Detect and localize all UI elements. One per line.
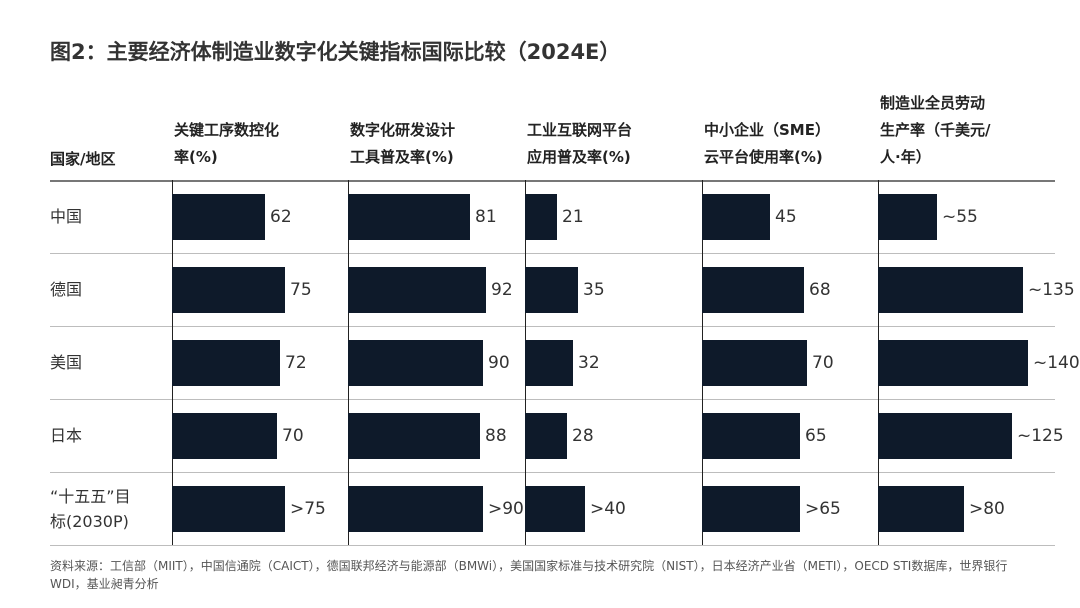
column-header-line: 中小企业（SME） — [704, 121, 830, 139]
value-label-s2-r2: 92 — [491, 279, 513, 300]
value-label-s3-r2: 35 — [583, 279, 605, 300]
value-label-s4-r4: 65 — [805, 425, 827, 446]
value-label-s3-r3: 32 — [578, 352, 600, 373]
row-label-line: 标(2030P) — [50, 511, 129, 531]
bar-s2-r5 — [348, 485, 483, 532]
bar-s5-r3 — [878, 339, 1028, 386]
column-header-line: 云平台使用率(%) — [704, 148, 823, 166]
value-label-s5-r4: ~125 — [1017, 425, 1064, 446]
value-label-s2-r4: 88 — [485, 425, 507, 446]
column-header-line: 人·年） — [880, 148, 931, 166]
column-header-3: 工业互联网平台 应用普及率(%) — [527, 117, 632, 171]
bar-s1-r1 — [172, 193, 265, 240]
bar-s3-r1 — [525, 193, 557, 240]
row-divider — [50, 253, 1055, 254]
bar-s3-r3 — [525, 339, 573, 386]
value-label-s1-r2: 75 — [290, 279, 312, 300]
bar-s4-r5 — [702, 485, 800, 532]
column-header-line: 应用普及率(%) — [527, 148, 631, 166]
header-rule — [50, 180, 1055, 182]
bar-s1-r2 — [172, 266, 285, 313]
bar-s4-r1 — [702, 193, 770, 240]
column-header-line: 生产率（千美元/ — [880, 121, 991, 139]
value-label-s1-r5: >75 — [290, 498, 326, 519]
bar-s3-r4 — [525, 412, 567, 459]
column-header-4: 中小企业（SME） 云平台使用率(%) — [704, 117, 830, 171]
row-label-line: 中国 — [50, 207, 83, 226]
bar-s2-r4 — [348, 412, 480, 459]
value-label-s4-r1: 45 — [775, 206, 797, 227]
column-header-line: 工具普及率(%) — [350, 148, 454, 166]
row-label-line: 美国 — [50, 353, 83, 372]
value-label-s3-r1: 21 — [562, 206, 584, 227]
bar-s1-r3 — [172, 339, 280, 386]
value-label-s1-r3: 72 — [285, 352, 307, 373]
value-label-s4-r5: >65 — [805, 498, 841, 519]
value-label-s2-r3: 90 — [488, 352, 510, 373]
row-divider — [50, 326, 1055, 327]
value-label-s3-r5: >40 — [590, 498, 626, 519]
bar-s2-r2 — [348, 266, 486, 313]
bar-s4-r3 — [702, 339, 807, 386]
row-label-line: “十五五”目 — [50, 486, 131, 506]
value-label-s5-r5: >80 — [969, 498, 1005, 519]
row-label-line: 日本 — [50, 426, 83, 445]
column-header-line: 数字化研发设计 — [350, 121, 456, 139]
bar-s5-r4 — [878, 412, 1012, 459]
column-header-1: 关键工序数控化 率(%) — [174, 117, 279, 171]
row-label-line: 德国 — [50, 280, 83, 299]
column-header-line: 关键工序数控化 — [174, 121, 280, 139]
value-label-s1-r4: 70 — [282, 425, 304, 446]
value-label-s2-r1: 81 — [475, 206, 497, 227]
chart-title: 图2：主要经济体制造业数字化关键指标国际比较（2024E） — [50, 40, 621, 64]
bar-s3-r2 — [525, 266, 578, 313]
bar-s5-r1 — [878, 193, 937, 240]
value-label-s4-r2: 68 — [809, 279, 831, 300]
bar-s1-r4 — [172, 412, 277, 459]
bar-s5-r5 — [878, 485, 964, 532]
row-label-3: 美国 — [50, 350, 82, 375]
bar-s4-r4 — [702, 412, 800, 459]
value-label-s5-r1: ~55 — [942, 206, 978, 227]
value-label-s5-r2: ~135 — [1028, 279, 1075, 300]
bar-s3-r5 — [525, 485, 585, 532]
row-divider — [50, 472, 1055, 473]
column-header-line: 率(%) — [174, 148, 218, 166]
row-divider — [50, 399, 1055, 400]
bar-s5-r2 — [878, 266, 1023, 313]
row-label-4: 日本 — [50, 423, 82, 448]
value-label-s4-r3: 70 — [812, 352, 834, 373]
value-label-s5-r3: ~140 — [1033, 352, 1080, 373]
row-label-2: 德国 — [50, 277, 82, 302]
value-label-s1-r1: 62 — [270, 206, 292, 227]
value-label-s3-r4: 28 — [572, 425, 594, 446]
column-header-line: 制造业全员劳动 — [880, 94, 986, 112]
column-header-line: 工业互联网平台 — [527, 121, 633, 139]
row-label-1: 中国 — [50, 204, 82, 229]
value-label-s2-r5: >90 — [488, 498, 524, 519]
row-header: 国家/地区 — [50, 150, 116, 168]
bar-s2-r3 — [348, 339, 483, 386]
row-label-5: “十五五”目 标(2030P) — [50, 484, 131, 534]
column-header-2: 数字化研发设计 工具普及率(%) — [350, 117, 455, 171]
bar-s1-r5 — [172, 485, 285, 532]
row-divider — [50, 545, 1055, 546]
bar-s4-r2 — [702, 266, 804, 313]
column-header-5: 制造业全员劳动 生产率（千美元/人·年） — [880, 90, 990, 171]
bar-s2-r1 — [348, 193, 470, 240]
source-note: 资料来源：工信部（MIIT），中国信通院（CAICT），德国联邦经济与能源部（B… — [50, 559, 1008, 591]
